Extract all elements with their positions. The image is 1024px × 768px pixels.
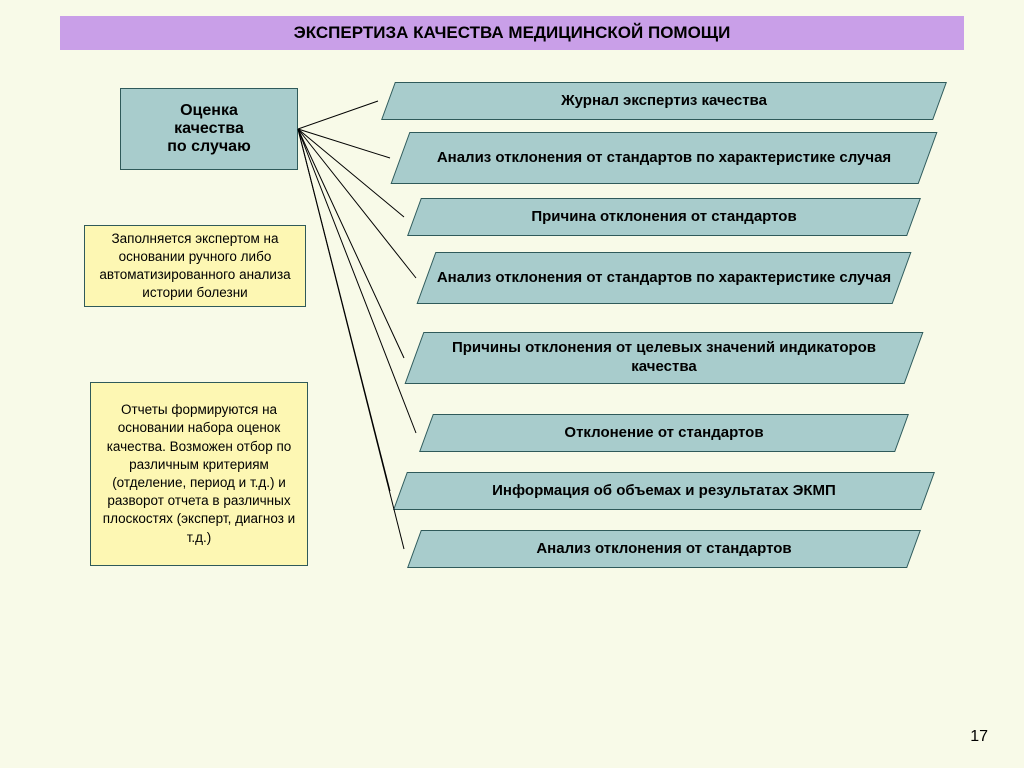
flow-node: Причины отклонения от целевых значений и… — [405, 332, 924, 384]
assessment-box: Оценка качества по случаю — [120, 88, 298, 170]
note2-text: Отчеты формируются на основании набора о… — [101, 401, 297, 547]
flow-node-label: Причины отклонения от целевых значений и… — [415, 333, 913, 383]
flow-node: Информация об объемах и результатах ЭКМП — [393, 472, 935, 510]
flow-node: Журнал экспертиз качества — [381, 82, 947, 120]
page-title: ЭКСПЕРТИЗА КАЧЕСТВА МЕДИЦИНСКОЙ ПОМОЩИ — [60, 16, 964, 50]
flow-node: Отклонение от стандартов — [419, 414, 909, 452]
note-reports: Отчеты формируются на основании набора о… — [90, 382, 308, 566]
note1-text: Заполняется экспертом на основании ручно… — [95, 230, 295, 303]
note-expert-fill: Заполняется экспертом на основании ручно… — [84, 225, 306, 307]
flow-node-label: Анализ отклонения от стандартов по харак… — [401, 133, 927, 183]
flow-node-label: Анализ отклонения от стандартов — [415, 531, 913, 567]
flow-node-label: Анализ отклонения от стандартов по харак… — [427, 253, 901, 303]
page-number: 17 — [970, 728, 988, 746]
flow-node: Причина отклонения от стандартов — [407, 198, 921, 236]
flow-node: Анализ отклонения от стандартов — [407, 530, 921, 568]
page-number-text: 17 — [970, 728, 988, 745]
flow-node-label: Информация об объемах и результатах ЭКМП — [401, 473, 927, 509]
assessment-label: Оценка качества по случаю — [167, 102, 250, 156]
flow-node-label: Журнал экспертиз качества — [389, 83, 939, 119]
title-text: ЭКСПЕРТИЗА КАЧЕСТВА МЕДИЦИНСКОЙ ПОМОЩИ — [294, 23, 731, 43]
flow-node-label: Причина отклонения от стандартов — [415, 199, 913, 235]
flow-node: Анализ отклонения от стандартов по харак… — [417, 252, 912, 304]
flow-node: Анализ отклонения от стандартов по харак… — [391, 132, 938, 184]
flow-node-label: Отклонение от стандартов — [427, 415, 901, 451]
